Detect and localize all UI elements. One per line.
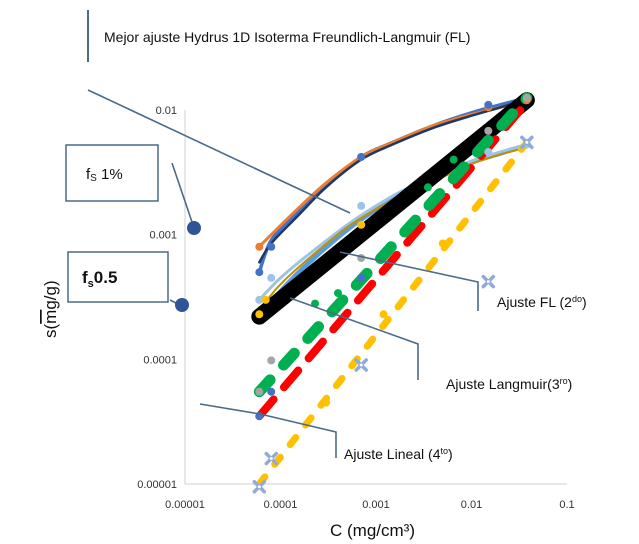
y-tick-label-1: 0.0001 [143,354,177,366]
y-label-overline: m [41,310,60,324]
y-tick-label-0: 0.00001 [137,479,177,491]
data-series [251,92,535,494]
series-line-8 [253,92,533,398]
series-16-marker-2 [357,273,366,282]
series-curve-2 [258,97,529,264]
series-17-marker-1 [264,451,278,466]
series-16-marker-1 [267,387,276,396]
fs1-label: fS 1% [86,166,123,184]
callout-fl-line [339,251,479,311]
chart-title: Mejor ajuste Hydrus 1D Isoterma Freundli… [104,29,470,45]
series-14-marker-4 [522,93,531,102]
series-12-marker-2 [357,201,366,210]
series-15-marker-3 [449,155,458,164]
y-label-rest: g/g) [41,280,60,309]
series-13-marker-0 [255,310,264,319]
x-tick-label-4: 0.1 [559,499,574,511]
series-14-marker-3 [484,126,493,135]
series-13-marker-4 [379,310,388,319]
y-label-base: s( [41,324,60,339]
fs05-label: fs0.5 [82,268,117,290]
x-tick-label-2: 0.001 [362,499,390,511]
lineal-fit-label: Ajuste Lineal (4to) [344,446,453,462]
series-11-marker-1 [267,242,276,251]
axis-ticks: 0.00001 0.0001 0.001 0.01 0.1 0.00001 0.0001 0.… [137,105,574,511]
y-axis-label: s(mg/g) [41,280,60,338]
series-line-6 [251,92,535,325]
series-11-marker-2 [357,152,366,161]
series-12-marker-0 [255,295,264,304]
langmuir-fit-label: Ajuste Langmuir(3ro) [446,376,572,392]
series-12-marker-1 [267,273,276,282]
series-17-marker-3 [481,274,496,289]
series-13-marker-3 [438,239,447,248]
series-17-marker-0 [252,480,267,494]
series-11-marker-3 [484,100,493,109]
series-17-marker-4 [520,135,534,150]
series-14-marker-1 [267,356,276,365]
series-14-marker-0 [255,387,264,396]
x-tick-label-3: 0.01 [461,499,482,511]
series-15-marker-1 [333,289,342,298]
callout-langmuir-line [289,297,419,380]
series-line-9 [255,138,531,488]
fl-fit-label: Ajuste FL (2do) [497,294,587,310]
series-13-marker-1 [261,295,270,304]
series-13-marker-5 [322,398,331,407]
callout-fs1-line [171,162,193,223]
x-tick-label-0: 0.00001 [165,499,205,511]
callout-lineal-line [199,403,337,458]
series-15-marker-2 [423,183,432,192]
series-12-marker-3 [484,148,493,157]
y-tick-label-3: 0.01 [156,105,177,117]
fs1-box [65,144,159,202]
series-10-marker-0 [255,242,264,251]
series-13-marker-2 [357,220,366,229]
series-17-marker-2 [354,358,368,372]
y-tick-label-2: 0.001 [149,230,177,242]
fs05-box [67,251,169,303]
callout-title-line [87,89,351,214]
fs05-marker [175,298,189,312]
series-11-marker-0 [255,268,264,277]
series-curve-1 [257,98,529,249]
fs1-marker [187,221,201,235]
x-axis-label: C (mg/cm³) [330,521,415,540]
x-tick-label-1: 0.0001 [264,499,298,511]
